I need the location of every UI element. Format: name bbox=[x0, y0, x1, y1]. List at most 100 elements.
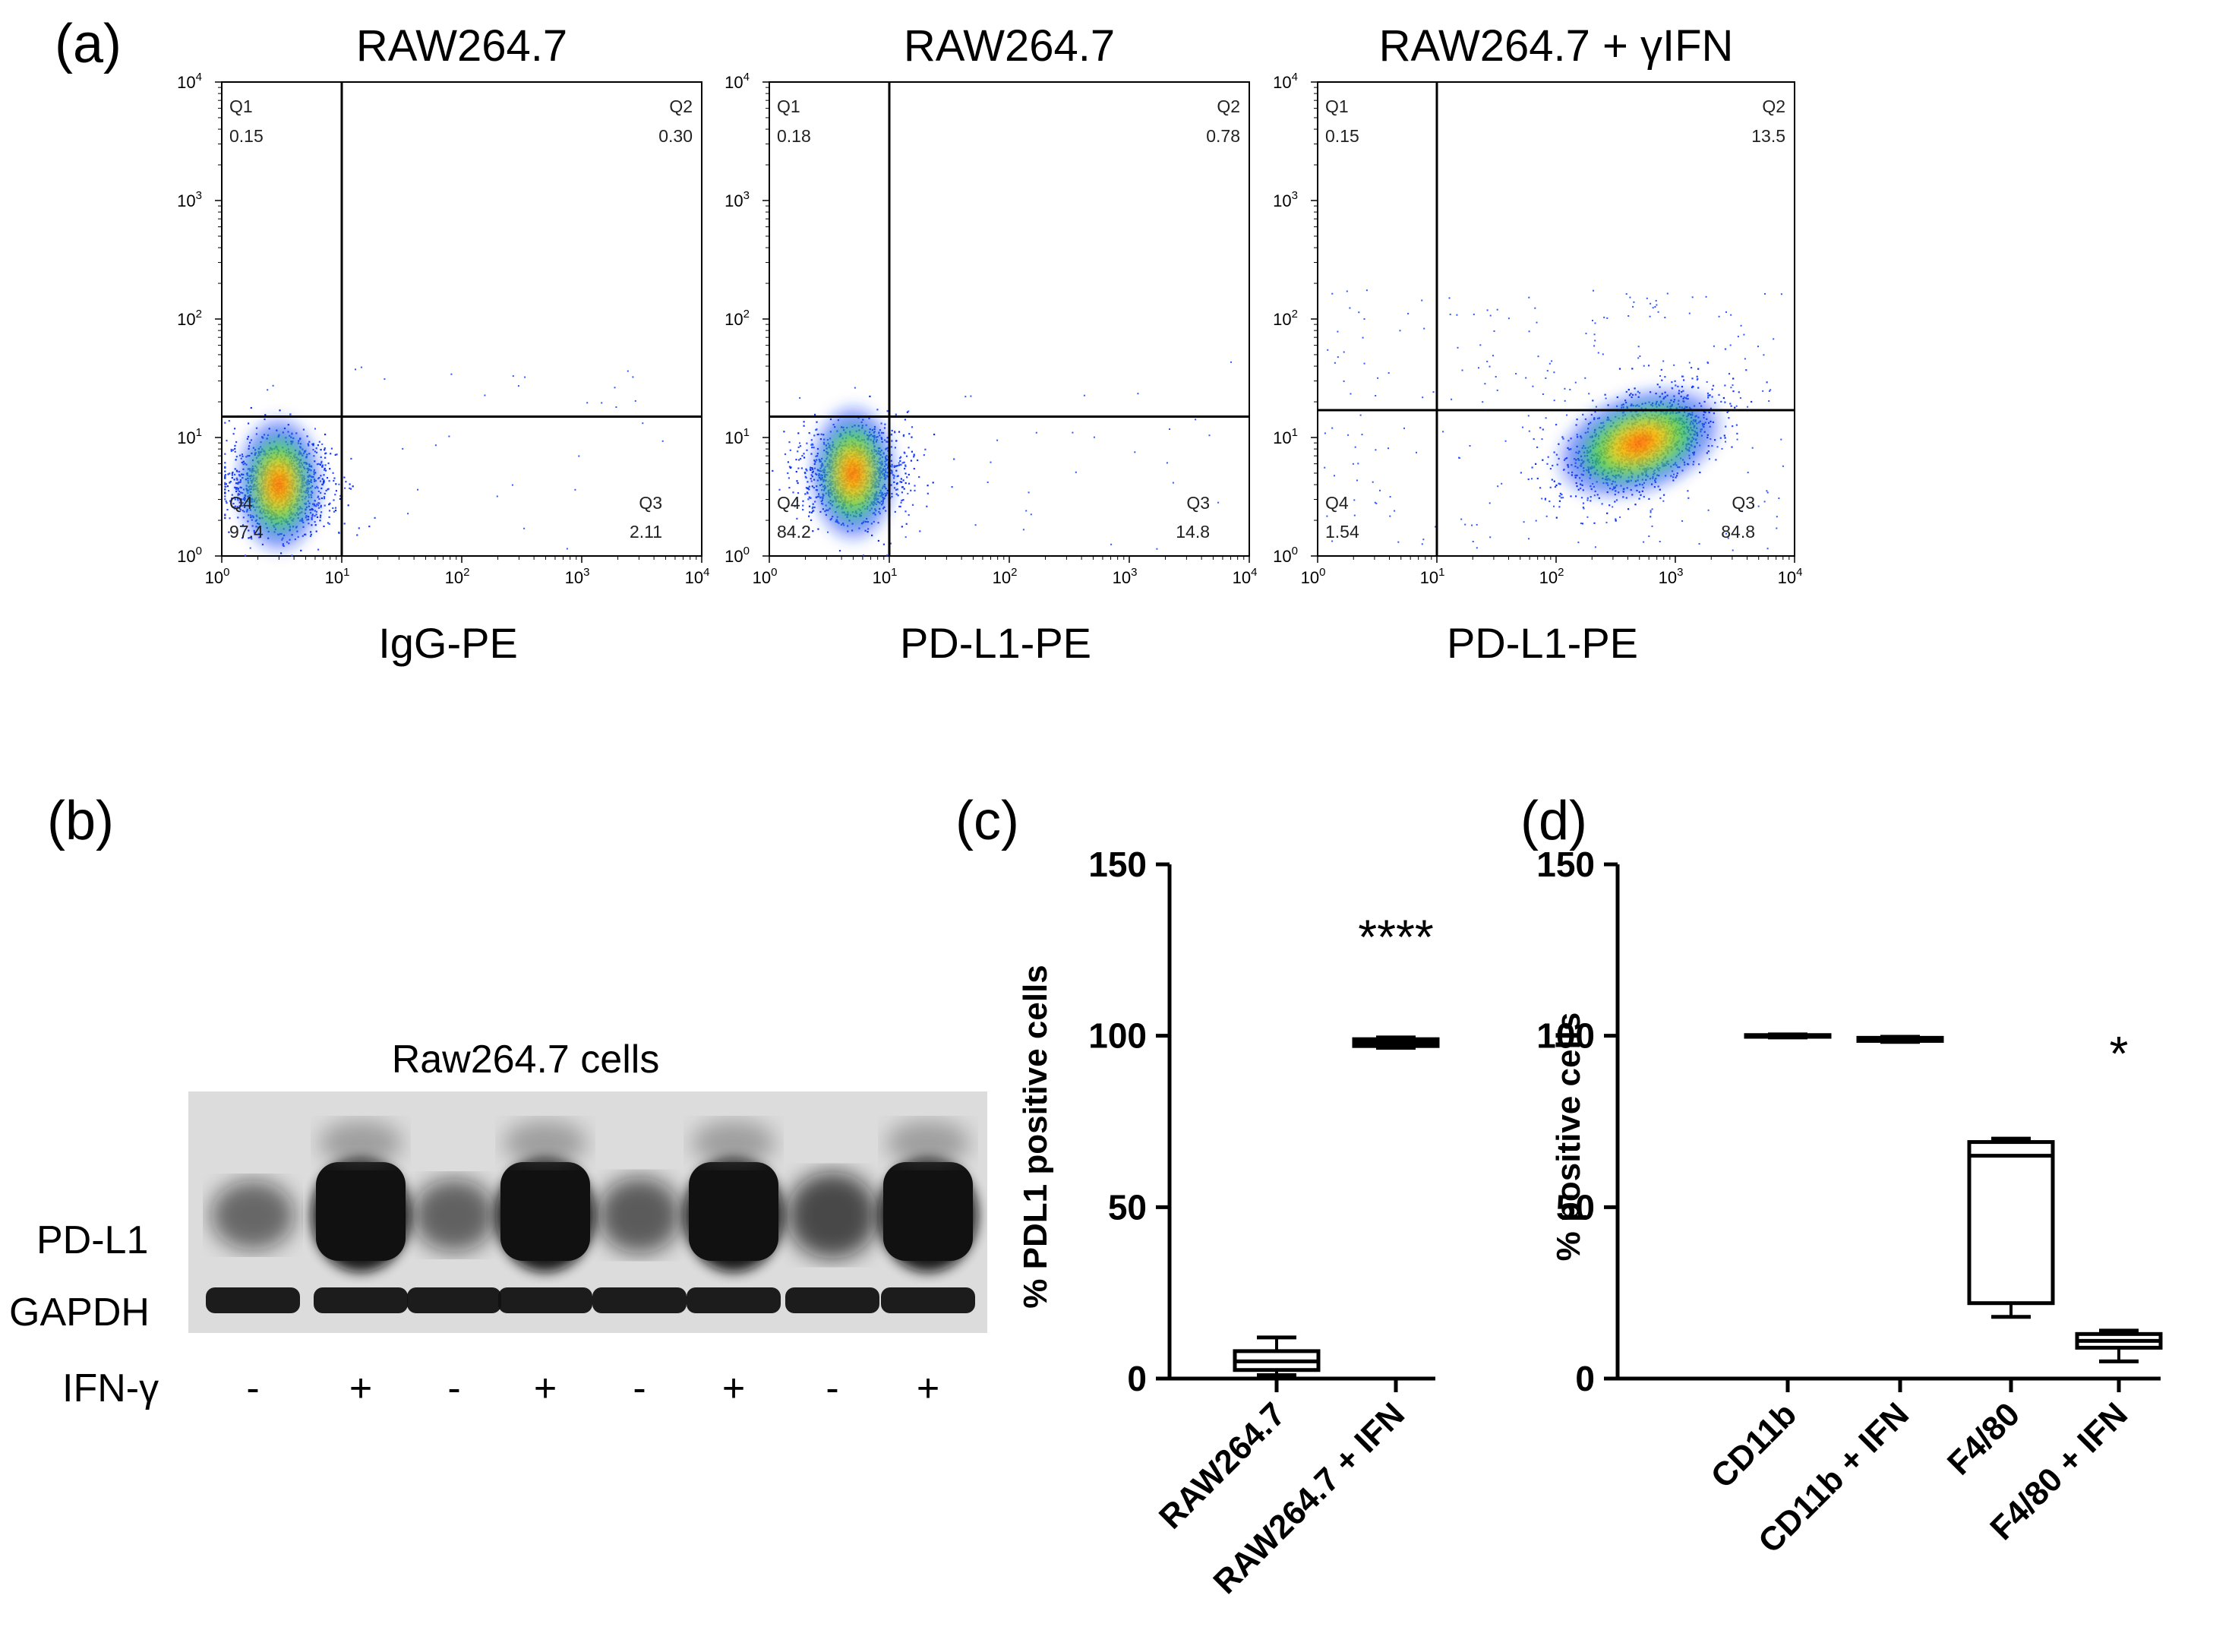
flow-event bbox=[1504, 440, 1507, 442]
flow-event bbox=[932, 482, 934, 484]
flow-event bbox=[234, 505, 237, 507]
flow-event bbox=[927, 492, 929, 494]
flow-event bbox=[1637, 357, 1640, 359]
flow-event bbox=[1766, 490, 1768, 492]
quadrant-name-q4: Q4 bbox=[777, 493, 800, 513]
flow-event bbox=[1523, 521, 1525, 523]
y-tick-label: 50 bbox=[1108, 1187, 1147, 1227]
flow-event bbox=[1549, 486, 1552, 488]
flow-event bbox=[1497, 485, 1499, 488]
flow-event bbox=[901, 526, 903, 528]
flow-event bbox=[772, 469, 774, 472]
flow-event bbox=[1639, 355, 1641, 357]
flow-event bbox=[336, 453, 338, 456]
blot-lane-label: - bbox=[447, 1366, 460, 1410]
flow-event bbox=[1334, 475, 1335, 477]
flow-event bbox=[1745, 369, 1747, 371]
flow-event bbox=[904, 510, 907, 513]
flow-event bbox=[226, 485, 229, 488]
flow-event bbox=[230, 450, 232, 452]
flow-event bbox=[250, 406, 252, 409]
flow-event bbox=[814, 413, 816, 415]
flow-event bbox=[231, 472, 233, 475]
flow-event bbox=[231, 477, 233, 479]
flow-event bbox=[1699, 471, 1701, 474]
flow-event bbox=[911, 450, 913, 453]
pdl1-band-smear bbox=[886, 1120, 970, 1166]
flow-event bbox=[360, 366, 362, 368]
flow-event bbox=[279, 409, 281, 412]
quadrant-value-q2: 0.30 bbox=[658, 126, 693, 146]
flow-event bbox=[1375, 395, 1377, 396]
flow-event bbox=[1590, 500, 1592, 502]
flow-event bbox=[1472, 541, 1474, 542]
flow-event bbox=[324, 492, 326, 494]
flow-event bbox=[1729, 403, 1732, 405]
flow-event bbox=[808, 515, 810, 517]
flow-event bbox=[902, 499, 904, 501]
flow-event bbox=[517, 385, 519, 387]
flow-event bbox=[1738, 391, 1740, 393]
flow-event bbox=[1769, 389, 1772, 391]
flow-event bbox=[1764, 292, 1766, 295]
flow-event bbox=[914, 489, 916, 491]
flow-event bbox=[900, 456, 902, 458]
quadrant-name-q2: Q2 bbox=[669, 96, 693, 116]
flow-event bbox=[812, 506, 814, 508]
flow-event bbox=[1651, 508, 1653, 510]
flow-event bbox=[272, 384, 274, 387]
blot-bands bbox=[206, 1120, 977, 1313]
quadrant-name-q1: Q1 bbox=[229, 96, 253, 116]
y-tick-label: 0 bbox=[1127, 1359, 1147, 1398]
gapdh-band bbox=[592, 1287, 687, 1313]
flow-event bbox=[797, 467, 800, 469]
flow-event bbox=[807, 492, 809, 494]
flow-event bbox=[325, 452, 327, 454]
flow-event bbox=[1730, 314, 1732, 316]
flow-event bbox=[806, 442, 808, 444]
flow-event bbox=[511, 484, 513, 486]
flow-event bbox=[898, 505, 901, 507]
flow-event bbox=[911, 426, 914, 428]
flow-event bbox=[810, 439, 813, 441]
flow-event bbox=[1560, 497, 1562, 499]
flow-event bbox=[615, 406, 617, 408]
flow-event bbox=[1416, 451, 1417, 453]
flow-event bbox=[1528, 430, 1530, 432]
flow-event bbox=[1388, 372, 1390, 374]
flow-event bbox=[300, 549, 302, 551]
flow-event bbox=[901, 462, 904, 464]
flow-event bbox=[1736, 438, 1738, 441]
flow-event bbox=[230, 448, 232, 451]
flow-event bbox=[1476, 547, 1478, 549]
flow-event bbox=[1731, 446, 1733, 448]
flow-event bbox=[1655, 299, 1657, 302]
flow-event bbox=[224, 453, 226, 455]
flow-event bbox=[1593, 289, 1594, 292]
flow-event bbox=[797, 446, 800, 448]
flow-event bbox=[1350, 393, 1352, 395]
flow-event bbox=[913, 456, 915, 458]
flow-event bbox=[1327, 349, 1329, 351]
flow-event bbox=[317, 548, 320, 551]
flow-event bbox=[1172, 482, 1174, 484]
flow-event bbox=[803, 421, 805, 423]
flow-event bbox=[1736, 432, 1738, 434]
flow-event bbox=[990, 461, 992, 463]
flow-event bbox=[788, 487, 791, 489]
flow-event bbox=[904, 464, 907, 466]
flow-event bbox=[1747, 472, 1749, 474]
flow-event bbox=[799, 442, 800, 444]
quadrant-value-q3: 2.11 bbox=[630, 522, 662, 542]
flow-event bbox=[327, 522, 330, 524]
flow-event bbox=[1486, 360, 1489, 362]
flow-event bbox=[903, 461, 905, 463]
gapdh-band bbox=[881, 1287, 975, 1313]
flow-event bbox=[787, 461, 789, 463]
flow-event bbox=[334, 453, 336, 456]
flow-event bbox=[318, 441, 320, 443]
x-tick-label: 102 bbox=[1539, 566, 1564, 587]
flow-event bbox=[1724, 437, 1726, 439]
x-tick-label: 102 bbox=[445, 566, 470, 587]
